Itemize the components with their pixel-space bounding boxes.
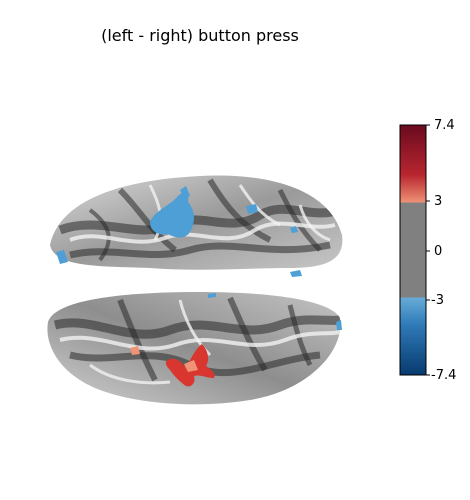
colorbar-tick-min: -7.4: [431, 368, 457, 383]
left-hemisphere-surface: [50, 175, 343, 277]
colorbar-tick-neg-threshold: -3: [431, 293, 444, 308]
colorbar: [399, 124, 430, 376]
right-hemisphere-surface: [47, 292, 342, 405]
colorbar-tick-pos-threshold: 3: [434, 194, 443, 209]
colorbar-tick-max: 7.4: [434, 118, 455, 133]
figure-title: (left - right) button press: [101, 26, 299, 45]
positive-cluster: [130, 344, 215, 387]
negative-cluster: [56, 186, 302, 277]
colorbar-tick-zero: 0: [434, 244, 443, 259]
